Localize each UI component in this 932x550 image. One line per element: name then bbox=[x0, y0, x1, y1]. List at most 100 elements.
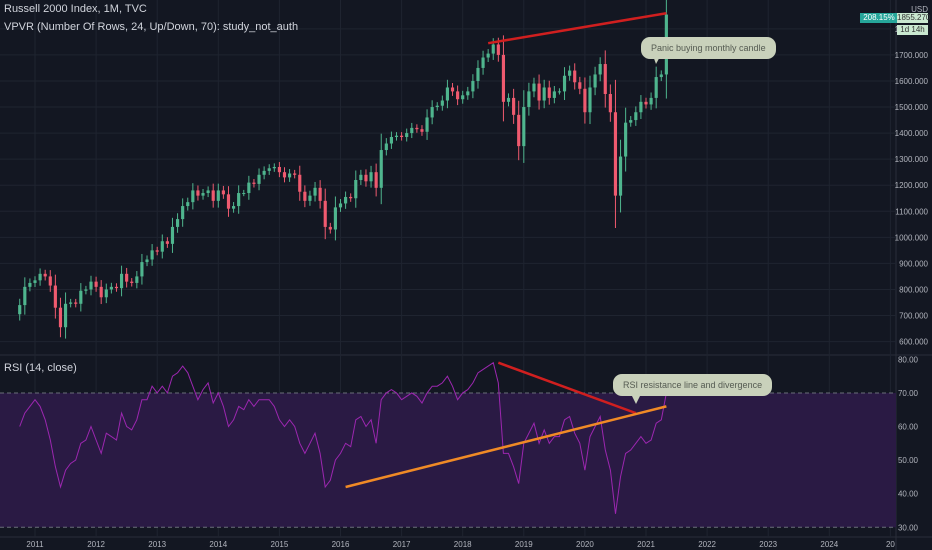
candle-body bbox=[170, 226, 175, 244]
candle-body bbox=[415, 127, 419, 130]
rsi-tick-label: 80.00 bbox=[898, 355, 919, 364]
price-tick-label: 1200.000 bbox=[895, 181, 929, 190]
year-tick-label: 2018 bbox=[454, 540, 472, 549]
candle-body bbox=[461, 95, 465, 100]
candle-body bbox=[349, 196, 353, 199]
year-tick-label: 2020 bbox=[576, 540, 594, 549]
year-tick-label: 2015 bbox=[271, 540, 289, 549]
price-tick-label: 1000.000 bbox=[895, 233, 929, 242]
candle-body bbox=[440, 100, 444, 106]
price-tick-label: 1700.000 bbox=[895, 51, 929, 60]
candle-body bbox=[104, 289, 108, 298]
candle-body bbox=[318, 187, 322, 201]
candle-body bbox=[293, 173, 297, 175]
currency-label: USD bbox=[911, 5, 928, 14]
price-tick-label: 1400.000 bbox=[895, 129, 929, 138]
candle-body bbox=[450, 87, 455, 92]
candle-body bbox=[125, 273, 129, 282]
candle-body bbox=[257, 174, 261, 184]
candle-body bbox=[89, 281, 93, 290]
candle-body bbox=[277, 166, 281, 173]
candle-body bbox=[552, 91, 556, 98]
candle-body bbox=[634, 112, 638, 121]
candle-body bbox=[476, 67, 480, 81]
candle-body bbox=[211, 190, 215, 201]
candle-body bbox=[308, 195, 312, 201]
candle-body bbox=[598, 64, 602, 75]
price-change-badge: 208.15% bbox=[860, 13, 898, 23]
candle-body bbox=[74, 302, 78, 304]
candle-body bbox=[603, 64, 607, 94]
candle-body bbox=[53, 285, 57, 308]
candle-body bbox=[175, 219, 180, 227]
candle-body bbox=[644, 101, 648, 105]
candle-body bbox=[486, 53, 490, 58]
year-tick-label: 2023 bbox=[759, 540, 777, 549]
candle-body bbox=[298, 174, 302, 192]
candle-body bbox=[425, 117, 429, 132]
candle-body bbox=[79, 290, 83, 304]
time-remaining-badge: 1d 14h bbox=[897, 25, 928, 35]
candle-callout: Panic buying monthly candle bbox=[641, 37, 776, 59]
year-tick-label: 2016 bbox=[332, 540, 350, 549]
candle-body bbox=[445, 87, 450, 101]
candle-body bbox=[568, 70, 572, 76]
candle-body bbox=[186, 202, 190, 207]
candle-body bbox=[28, 282, 32, 287]
candle-body bbox=[420, 129, 424, 132]
rsi-support-line bbox=[345, 405, 667, 489]
candle-body bbox=[659, 74, 663, 78]
candle-body bbox=[557, 91, 562, 93]
candle-body bbox=[471, 80, 475, 92]
indicator-label: VPVR (Number Of Rows, 24, Up/Down, 70): … bbox=[4, 21, 299, 33]
candle-body bbox=[501, 54, 506, 102]
candle-body bbox=[145, 259, 149, 263]
candle-body bbox=[43, 273, 47, 277]
candle-body bbox=[242, 193, 246, 195]
candle-body bbox=[517, 114, 521, 147]
rsi-tick-label: 40.00 bbox=[898, 490, 919, 499]
year-tick-label: 2024 bbox=[820, 540, 838, 549]
candle-body bbox=[135, 276, 139, 283]
price-tick-label: 900.000 bbox=[899, 259, 928, 268]
candle-body bbox=[537, 83, 541, 101]
candle-body bbox=[496, 44, 500, 55]
candle-body bbox=[527, 91, 531, 108]
candle-body bbox=[313, 187, 317, 196]
year-tick-label: 2013 bbox=[148, 540, 166, 549]
year-tick-label: 20 bbox=[886, 540, 895, 549]
rsi-resistance-line bbox=[497, 361, 637, 415]
candle-body bbox=[466, 91, 470, 96]
candle-body bbox=[649, 97, 653, 105]
candle-body bbox=[328, 226, 332, 230]
candle-body bbox=[481, 57, 485, 68]
year-tick-label: 2017 bbox=[393, 540, 411, 549]
candle-body bbox=[288, 173, 292, 178]
candle-body bbox=[639, 101, 643, 113]
candle-body bbox=[359, 174, 363, 180]
candle-body bbox=[354, 180, 358, 199]
candle-body bbox=[405, 133, 409, 137]
price-tick-label: 1500.000 bbox=[895, 103, 929, 112]
candle-body bbox=[522, 107, 526, 147]
candle-body bbox=[237, 193, 241, 207]
candle-body bbox=[333, 207, 337, 230]
candle-body bbox=[593, 74, 597, 88]
candle-body bbox=[119, 273, 124, 289]
candle-body bbox=[18, 305, 22, 315]
rsi-tick-label: 50.00 bbox=[898, 456, 919, 465]
candle-body bbox=[323, 200, 327, 227]
chart-title: Russell 2000 Index, 1M, TVC bbox=[4, 3, 147, 15]
candle-body bbox=[547, 87, 551, 98]
candle-body bbox=[267, 168, 271, 171]
candle-body bbox=[109, 286, 113, 290]
candle-body bbox=[583, 88, 587, 113]
candle-body bbox=[624, 122, 628, 157]
candle-body bbox=[196, 190, 200, 196]
candle-body bbox=[410, 127, 414, 134]
candle-body bbox=[491, 44, 495, 54]
candle-body bbox=[58, 307, 63, 328]
candle-body bbox=[262, 170, 266, 175]
candle-body bbox=[379, 150, 383, 188]
